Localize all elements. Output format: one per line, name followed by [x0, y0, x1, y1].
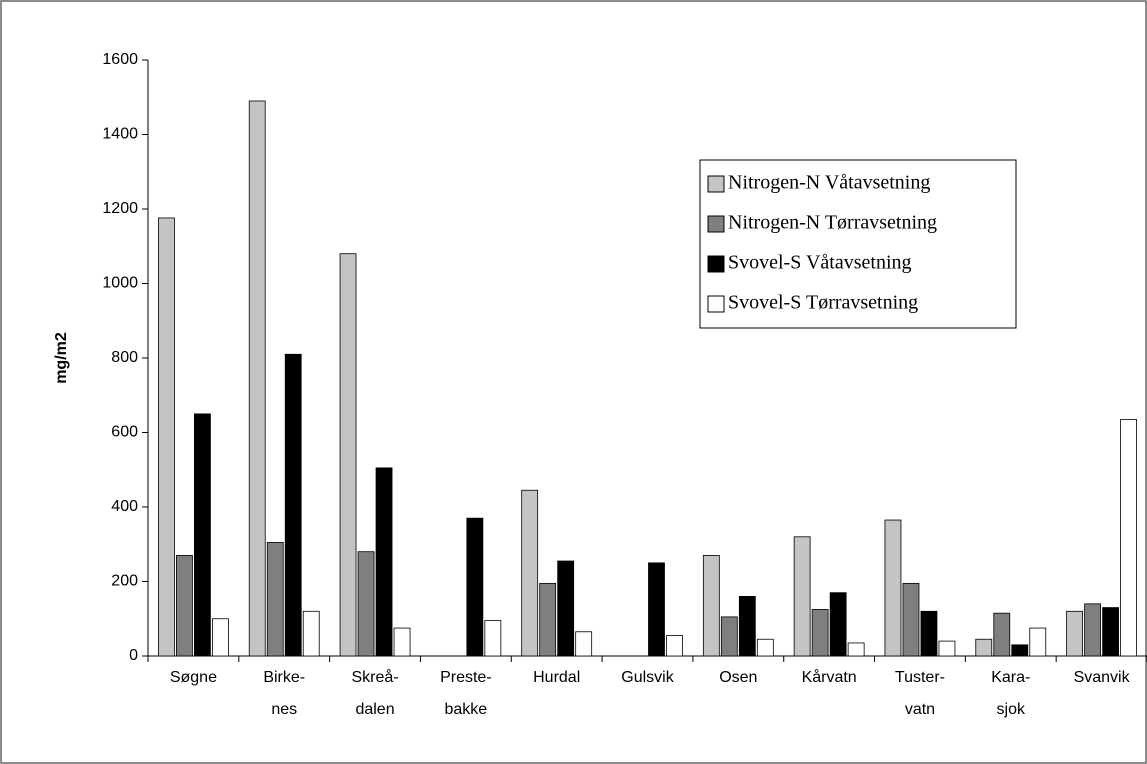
x-tick-label: Søgne — [170, 669, 217, 686]
y-tick-label: 1200 — [102, 200, 138, 217]
legend-swatch — [707, 175, 725, 193]
bar — [284, 353, 302, 657]
bar — [539, 582, 557, 657]
bar — [194, 413, 211, 657]
bar — [302, 610, 320, 657]
bar — [1066, 610, 1083, 657]
y-tick-label: 200 — [111, 573, 138, 590]
bar — [993, 612, 1011, 657]
bar — [248, 100, 266, 657]
x-tick-label: dalen — [355, 701, 394, 718]
x-tick-label: Kårvatn — [802, 668, 857, 686]
x-tick-label: Birke- — [263, 669, 305, 686]
x-tick-label: Preste- — [440, 669, 492, 686]
bar — [975, 638, 993, 657]
bar — [793, 536, 811, 657]
bar — [357, 551, 375, 657]
bar — [176, 555, 193, 657]
x-tick-label: bakke — [445, 701, 488, 718]
bar — [484, 620, 502, 657]
bar — [212, 618, 229, 657]
bar — [1029, 627, 1047, 657]
y-tick-label: 400 — [111, 498, 138, 515]
x-tick-label: vatn — [905, 701, 935, 718]
legend-label: Svovel-S Våtavsetning — [728, 252, 912, 274]
bar — [666, 635, 683, 657]
legend-label: Nitrogen-N Våtavsetning — [728, 172, 930, 194]
y-tick-label: 1400 — [102, 126, 138, 143]
x-tick-label: nes — [271, 701, 297, 718]
bar — [829, 592, 847, 657]
bar — [1084, 603, 1101, 657]
y-tick-label: 1000 — [102, 275, 138, 292]
bar — [339, 253, 357, 657]
bar — [1102, 607, 1119, 657]
y-axis-label: mg/m2 — [53, 332, 70, 384]
bar — [158, 217, 175, 657]
bar — [756, 638, 774, 657]
x-tick-label: Tuster- — [895, 669, 945, 686]
bar — [902, 582, 920, 657]
y-tick-label: 600 — [111, 424, 138, 441]
x-tick-label: Gulsvik — [621, 669, 674, 686]
y-tick-label: 1600 — [102, 51, 138, 68]
x-tick-label: Osen — [719, 669, 757, 686]
bar — [375, 467, 393, 657]
x-tick-label: Hurdal — [533, 669, 580, 686]
legend-swatch — [707, 255, 725, 273]
x-tick-label: sjok — [997, 701, 1026, 718]
y-tick-label: 0 — [129, 647, 138, 664]
x-tick-label: Svanvik — [1074, 669, 1131, 686]
legend-label: Nitrogen-N Tørravsetning — [728, 212, 937, 234]
bar — [920, 610, 938, 657]
bar — [847, 642, 865, 657]
bar — [884, 519, 902, 657]
bar — [557, 560, 575, 657]
x-tick-label: Skreå- — [351, 668, 398, 686]
bar — [738, 596, 756, 657]
legend-swatch — [707, 215, 725, 233]
bar — [648, 562, 665, 657]
bar — [575, 631, 593, 657]
x-tick-label: Kara- — [991, 669, 1030, 686]
legend-swatch — [707, 295, 725, 313]
legend-box — [699, 159, 1017, 329]
bar — [466, 517, 484, 657]
bar — [702, 555, 720, 657]
bar — [1011, 644, 1029, 657]
bar — [811, 609, 829, 657]
y-tick-label: 800 — [111, 349, 138, 366]
bar — [266, 541, 284, 657]
bar — [938, 640, 956, 657]
bar — [393, 627, 411, 657]
bar — [1120, 419, 1137, 657]
bar — [720, 616, 738, 657]
bar — [521, 489, 539, 657]
legend-label: Svovel-S Tørravsetning — [728, 292, 918, 314]
